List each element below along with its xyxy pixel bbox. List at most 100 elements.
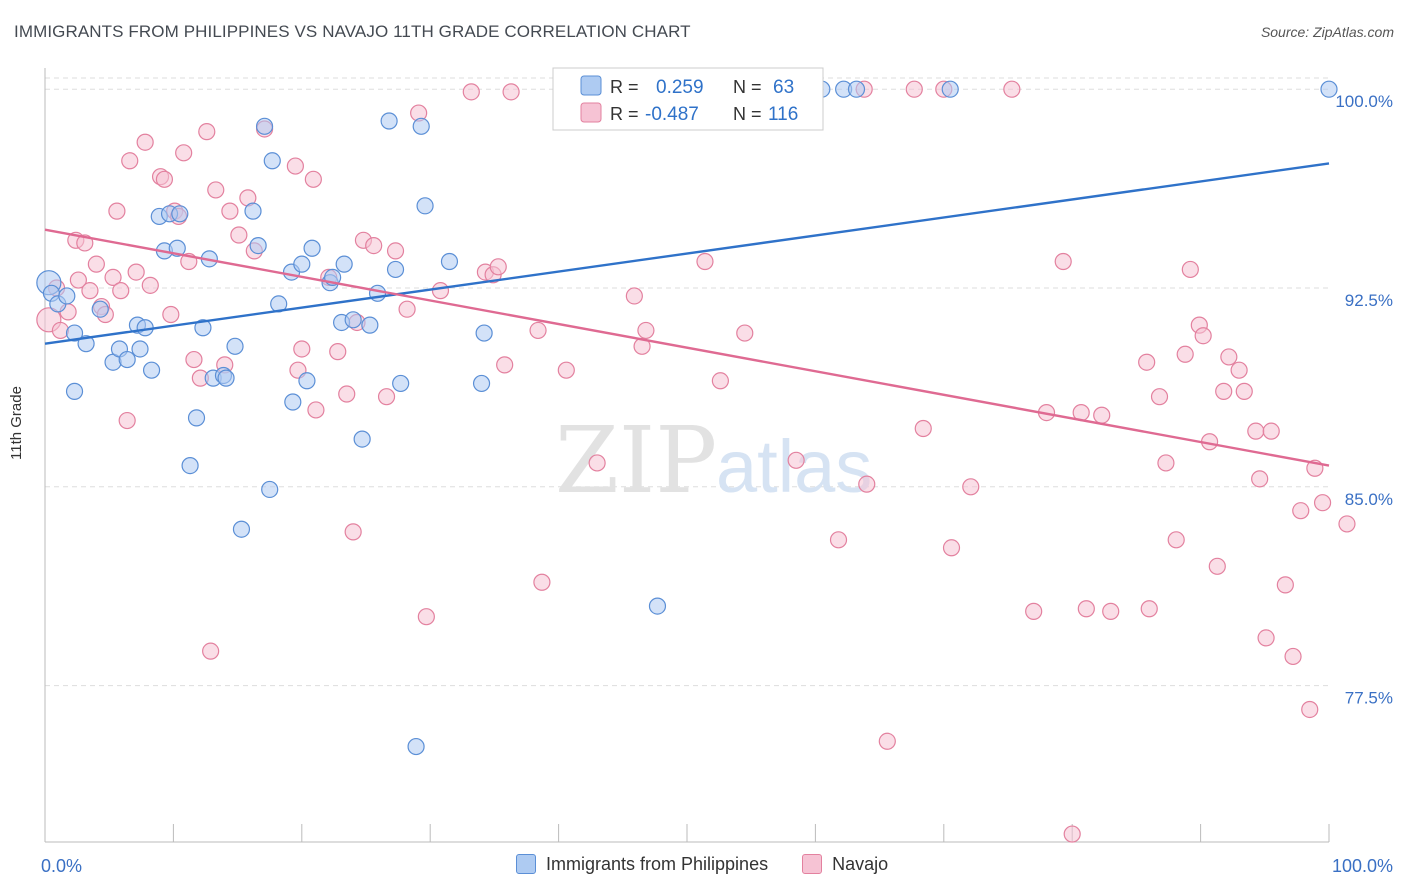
navajo-point [502,83,520,101]
navajo-point [1313,494,1332,512]
navajo-trendline [44,228,1330,467]
navajo-point [1150,388,1169,406]
navajo-point [1003,80,1021,98]
navajo-point [51,321,70,340]
navajo-point [1257,629,1275,647]
navajo-point [87,255,105,273]
philippines-point [392,374,410,393]
philippines-point [344,311,362,329]
navajo-point [286,157,304,175]
y-tick-label: 100.0% [1335,92,1393,111]
navajo-point [329,343,347,361]
chart-title: IMMIGRANTS FROM PHILIPPINES VS NAVAJO 11… [14,22,691,41]
philippines-point [475,324,493,342]
navajo-point [1194,327,1212,345]
navajo-point [1276,576,1294,594]
philippines-point [284,393,302,411]
stats-r-value-blue: 0.259 [656,77,704,98]
stats-r-label-blue: R = [610,77,639,97]
navajo-point [127,263,145,281]
navajo-point [141,276,159,294]
navajo-point [1054,252,1072,271]
navajo-point [1025,602,1043,620]
stats-swatch-blue [580,75,602,96]
gridlines [45,77,1329,687]
x-tick-label-end: 100.0% [1332,856,1393,876]
philippines-point [58,287,76,305]
navajo-point [1338,515,1356,533]
navajo-point [1208,557,1226,575]
navajo-point [108,202,126,220]
philippines-point [249,236,267,255]
source-credit: Source: ZipAtlas.com [1260,24,1394,40]
navajo-point [736,324,754,342]
navajo-point [1215,382,1233,400]
philippines-point [440,252,459,271]
x-tick-label-start: 0.0% [41,856,82,876]
philippines-point [941,80,959,98]
philippines-point [171,205,189,223]
navajo-point [1102,602,1120,620]
navajo-point [1093,406,1111,424]
navajo-point [198,123,216,141]
navajo-point [489,258,507,276]
navajo-point [136,133,154,151]
navajo-point [557,361,575,379]
navajo-point [529,321,547,340]
philippines-points [36,80,1338,756]
navajo-point [431,282,450,300]
trendlines [44,162,1330,467]
navajo-point [307,401,325,419]
philippines-point [303,239,321,257]
philippines-point [412,117,430,135]
navajo-point [1251,470,1269,488]
philippines-point [91,300,109,318]
stats-box: R = 0.259 N = 63 R = -0.487 N = 116 [552,67,824,131]
navajo-point [338,385,356,403]
philippines-point [1320,80,1338,98]
legend-item-navajo[interactable]: Navajo [802,854,888,875]
philippines-point [361,316,379,334]
philippines-point [380,112,398,130]
navajo-point [112,282,130,300]
philippines-point [244,202,262,220]
legend-swatch-pink [802,854,823,874]
navajo-point [1063,825,1081,843]
navajo-point [1220,348,1238,366]
navajo-point [155,170,174,188]
navajo-point [118,411,136,430]
philippines-point [226,337,244,355]
navajo-point [386,242,405,260]
navajo-point [962,478,980,496]
navajo-point [1181,260,1199,279]
philippines-point [142,361,161,379]
philippines-point [298,372,316,390]
philippines-point [194,319,212,337]
philippines-point [65,324,84,342]
navajo-point [858,475,876,493]
navajo-point [1140,600,1158,618]
watermark: ZIP atlas [555,407,872,514]
navajo-point [462,83,480,101]
stats-r-label-pink: R = [610,104,639,124]
navajo-point [398,300,416,318]
philippines-point [187,409,206,427]
stats-swatch-pink [580,102,602,123]
navajo-point [207,181,225,199]
navajo-point [221,202,239,220]
y-tick-label: 77.5% [1345,689,1393,708]
philippines-trendline [44,162,1330,345]
navajo-point [1301,700,1319,719]
philippines-point [232,520,251,538]
navajo-point [121,152,139,170]
navajo-point [1138,353,1156,371]
philippines-point [181,457,199,475]
legend-item-philippines[interactable]: Immigrants from Philippines [516,854,768,875]
legend-label-philippines: Immigrants from Philippines [546,853,769,874]
philippines-point [263,152,281,170]
navajo-point [69,271,87,289]
philippines-point [407,737,425,756]
y-tick-label: 85.0% [1345,490,1393,509]
navajo-point [417,608,435,626]
philippines-point [255,117,274,135]
